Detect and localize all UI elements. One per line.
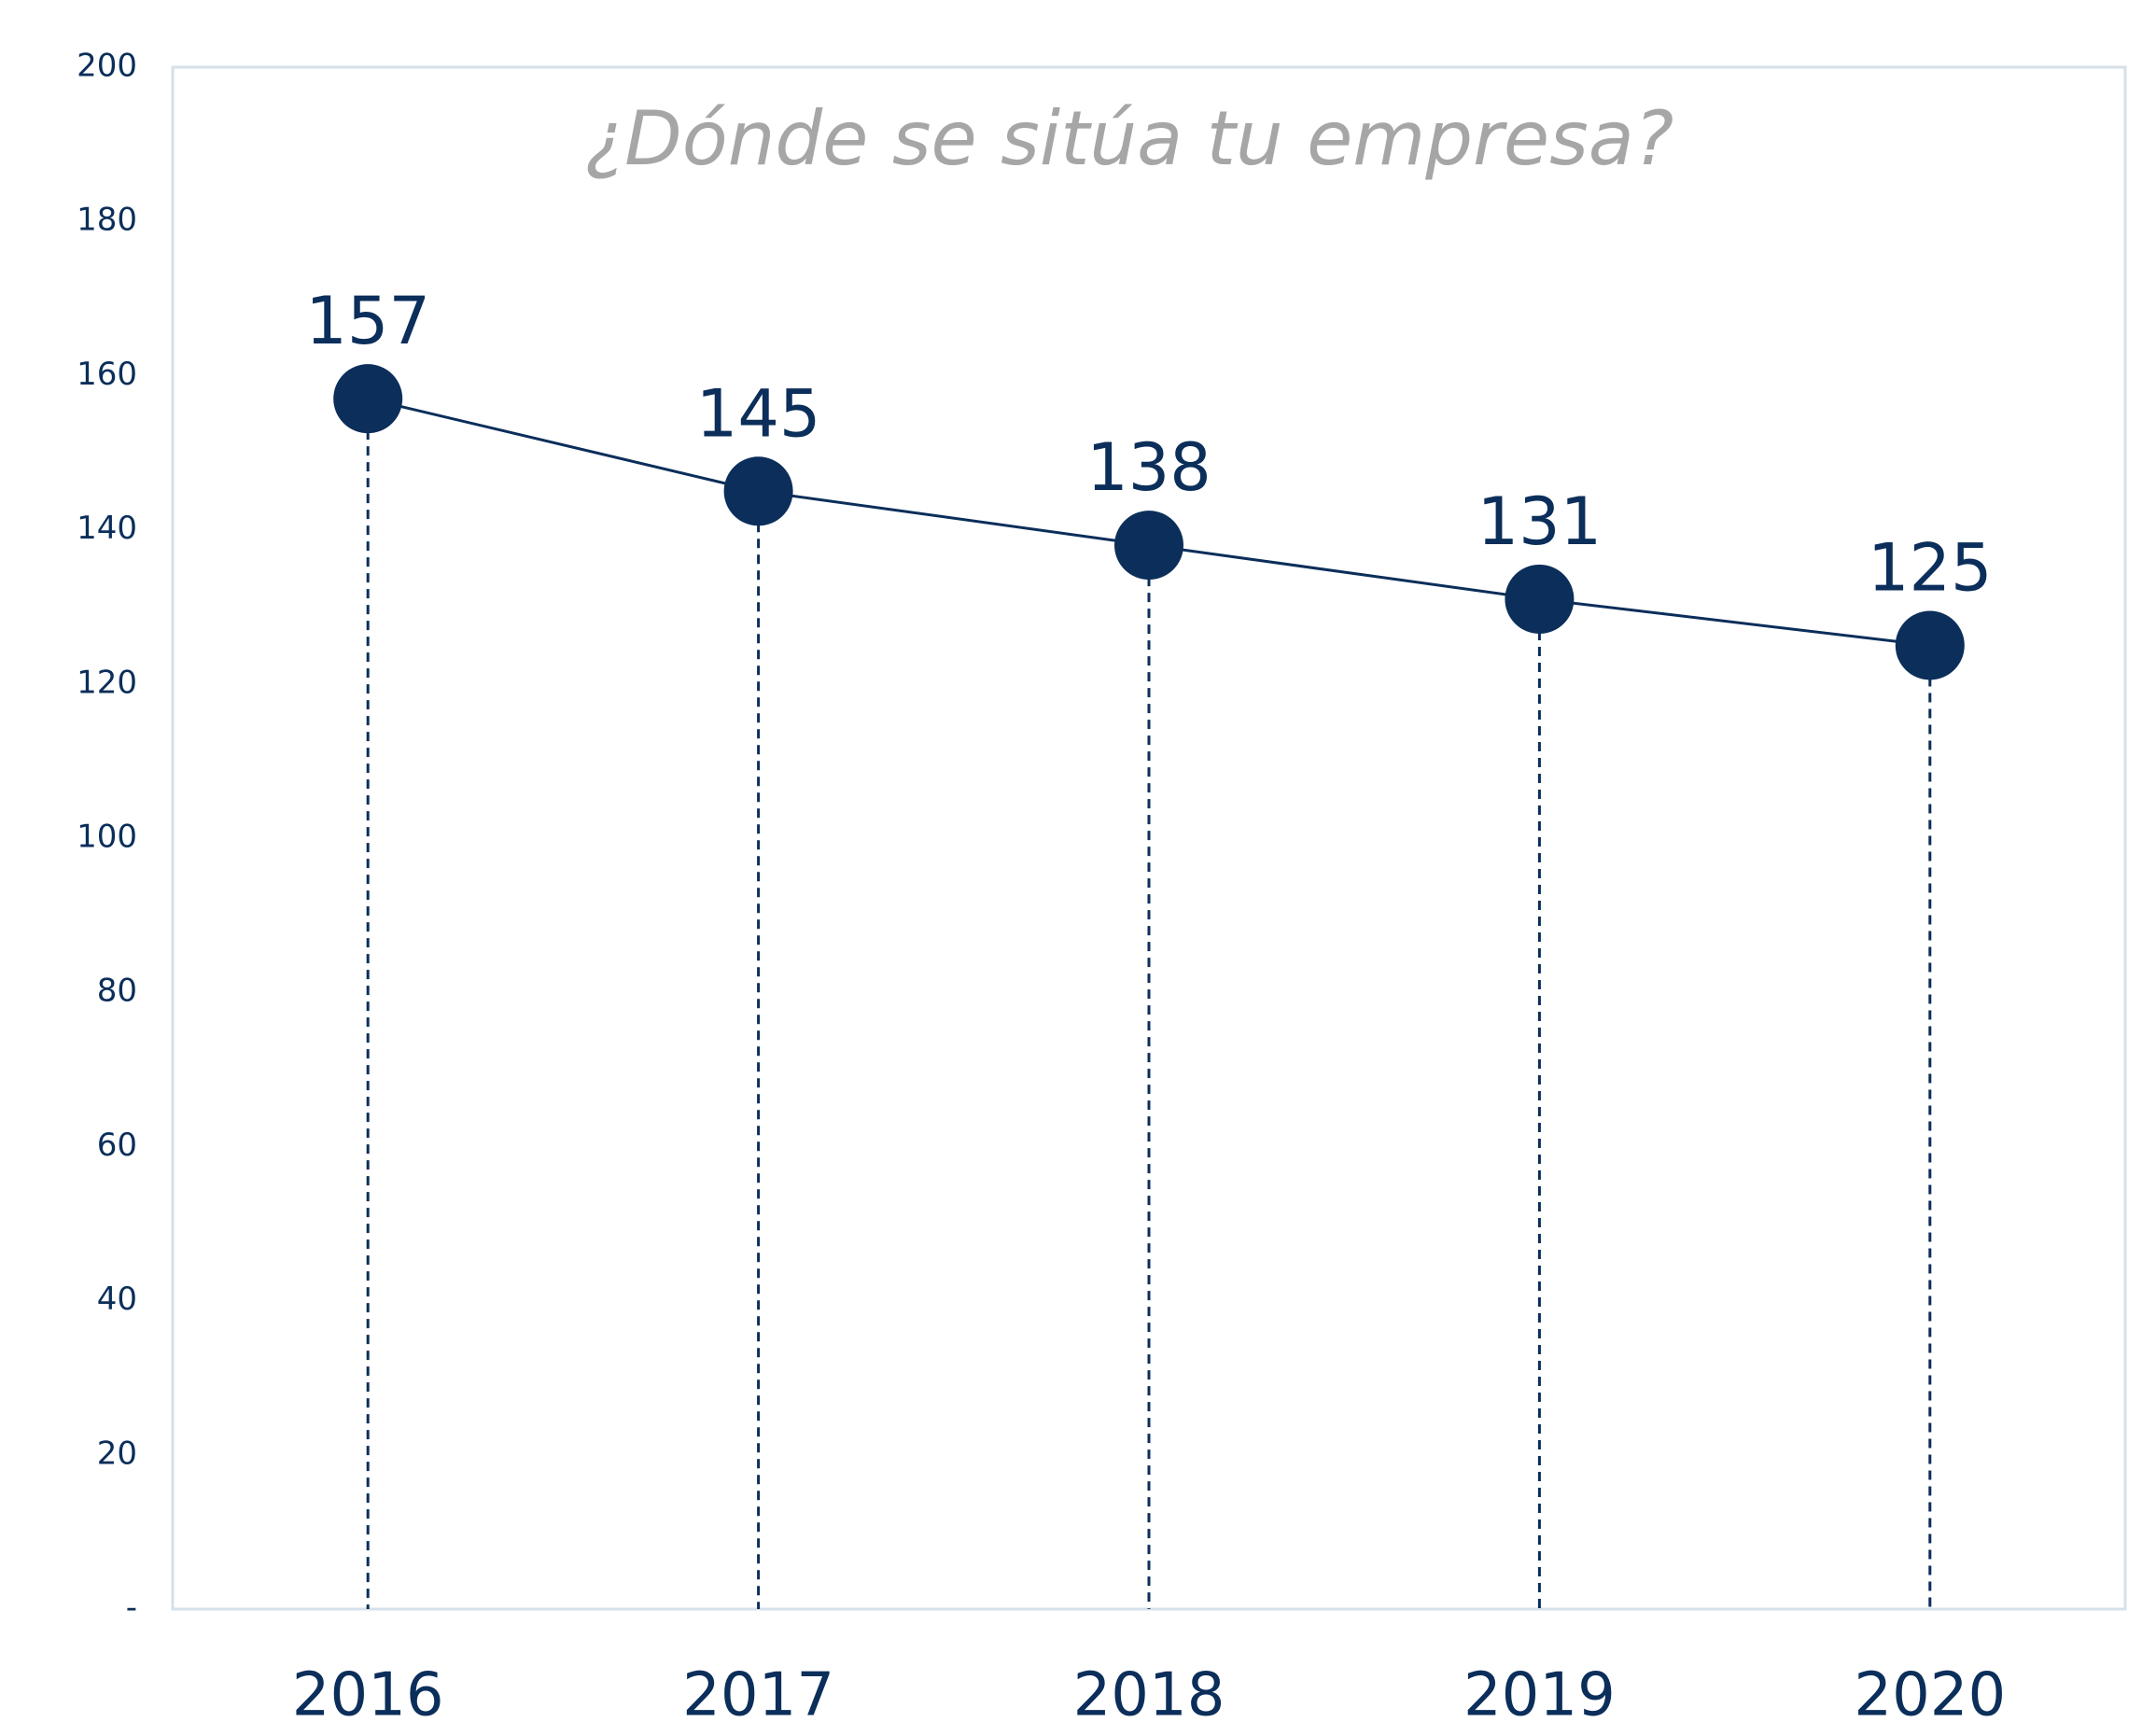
- marker: [1114, 511, 1183, 581]
- y-tick-label: 140: [77, 510, 137, 547]
- y-tick-label: 100: [77, 819, 137, 856]
- x-tick-label: 2016: [292, 1661, 444, 1730]
- y-tick-label: -: [126, 1589, 137, 1627]
- value-label: 125: [1868, 530, 1993, 607]
- chart-title: ¿Dónde se sitúa tu empresa?: [585, 95, 1674, 182]
- value-label: 157: [305, 283, 430, 359]
- y-tick-label: 40: [97, 1281, 137, 1318]
- y-tick-label: 60: [97, 1127, 137, 1164]
- marker: [333, 364, 403, 434]
- value-label: 131: [1477, 483, 1603, 560]
- value-label: 138: [1086, 429, 1211, 506]
- value-label: 145: [696, 375, 821, 452]
- x-tick-label: 2018: [1073, 1661, 1225, 1730]
- y-tick-label: 180: [77, 202, 137, 239]
- y-tick-label: 160: [77, 356, 137, 393]
- y-tick-label: 80: [97, 973, 137, 1010]
- marker: [1505, 564, 1575, 634]
- marker: [723, 456, 793, 526]
- y-tick-label: 120: [77, 664, 137, 701]
- x-tick-label: 2020: [1854, 1661, 2006, 1730]
- x-tick-label: 2017: [682, 1661, 834, 1730]
- y-tick-label: 200: [77, 48, 137, 85]
- marker: [1895, 610, 1965, 680]
- y-tick-label: 20: [97, 1435, 137, 1472]
- x-tick-label: 2019: [1463, 1661, 1616, 1730]
